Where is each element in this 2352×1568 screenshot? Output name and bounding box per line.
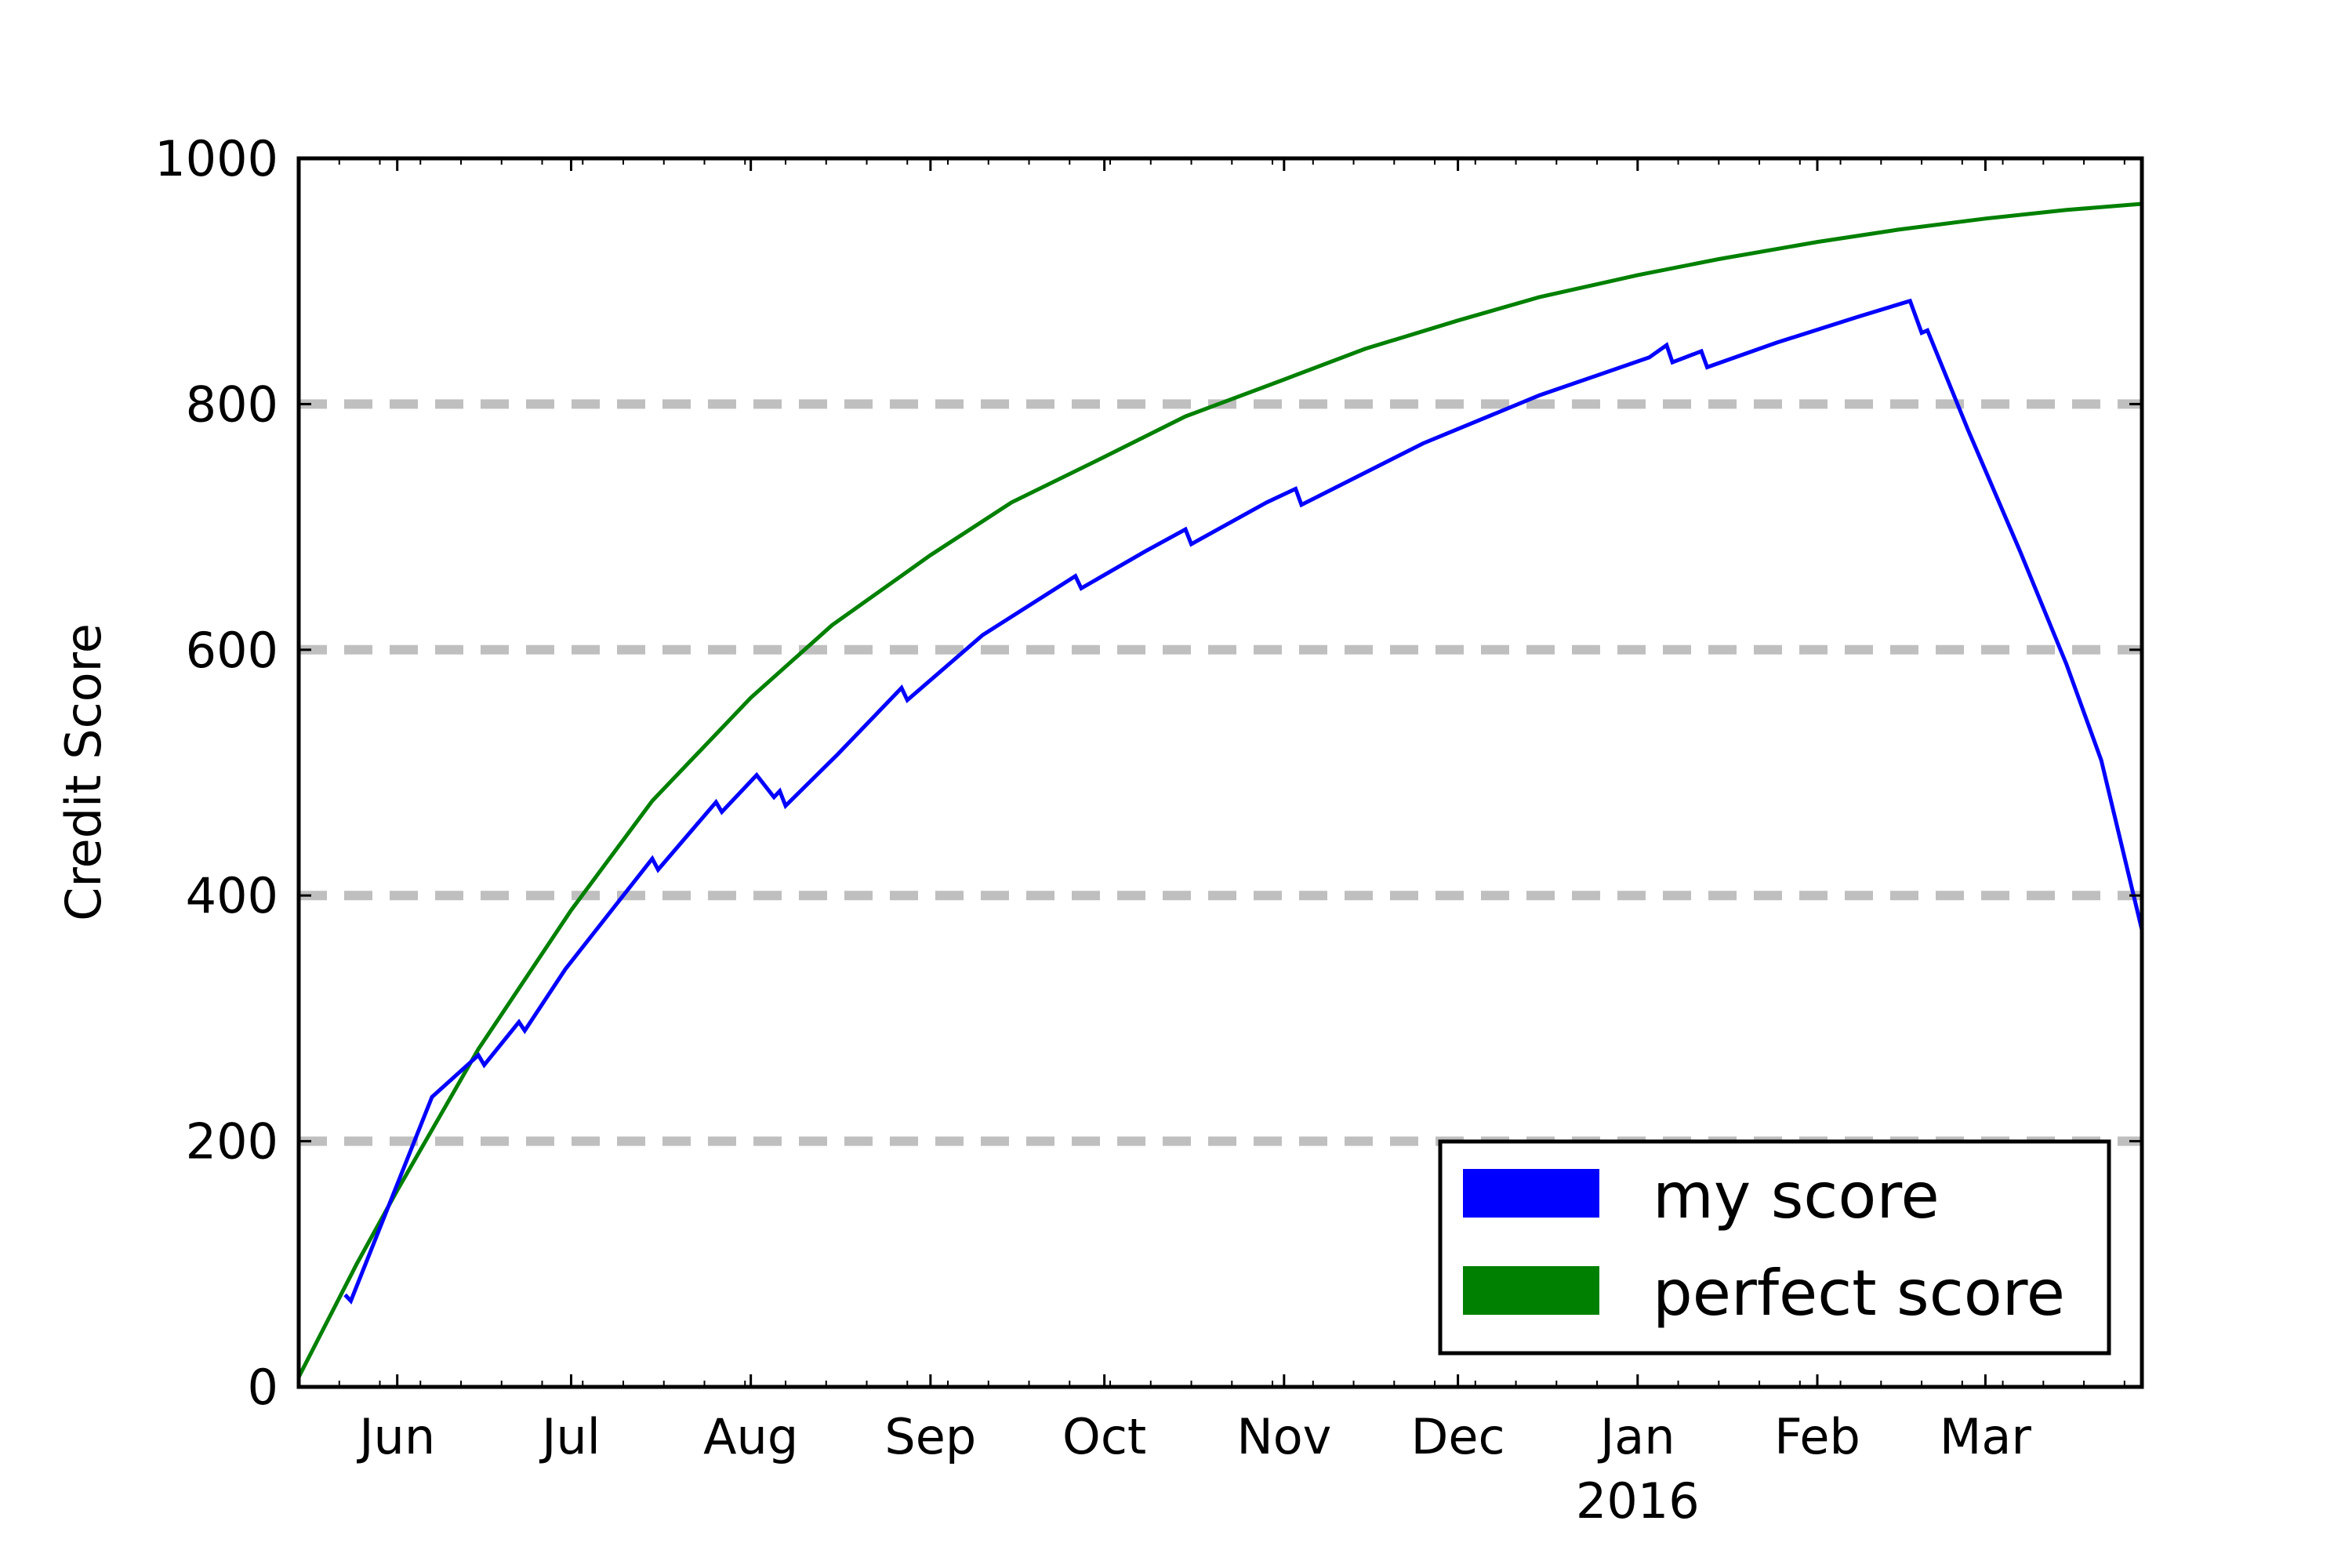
y-tick-label: 600 (186, 622, 278, 679)
y-tick-label: 200 (186, 1113, 278, 1171)
x-tick-label: Mar (1940, 1408, 2031, 1465)
x-tick-label: Nov (1236, 1408, 1331, 1465)
legend: my score perfect score (1438, 1139, 2111, 1356)
x-year-label: 2016 (1576, 1472, 1700, 1530)
axis-ticks (298, 157, 2142, 1388)
legend-label-my-score: my score (1653, 1160, 1940, 1232)
x-tick-label: Sep (884, 1408, 976, 1465)
y-tick-label: 800 (186, 376, 278, 433)
y-tick-label: 0 (248, 1359, 278, 1416)
y-tick-label: 1000 (154, 130, 278, 187)
x-tick-label: Jun (356, 1408, 435, 1465)
grid-lines (299, 399, 2142, 1146)
series-line-perfect-score (296, 201, 2143, 1378)
plot-frame (296, 156, 2144, 1389)
y-axis-title: Credit Score (55, 623, 112, 921)
x-tick-label: Jan (1597, 1408, 1675, 1465)
x-tick-label: Oct (1062, 1408, 1146, 1465)
x-tick-label: Feb (1774, 1408, 1860, 1465)
axis-tick-labels: 0 200 400 600 800 1000 Jun Jul Aug Sep Oct Nov Dec Ja… (154, 130, 2031, 1530)
legend-label-perfect-score: perfect score (1653, 1257, 2065, 1330)
x-tick-label: Jul (539, 1408, 601, 1465)
series-lines (296, 201, 2144, 1378)
x-tick-label: Aug (703, 1408, 798, 1465)
legend-swatch-my-score (1463, 1169, 1599, 1218)
x-tick-label: Dec (1411, 1408, 1505, 1465)
y-tick-label: 400 (186, 867, 278, 924)
legend-swatch-perfect-score (1463, 1266, 1599, 1315)
series-line-my-score (343, 298, 2144, 1305)
